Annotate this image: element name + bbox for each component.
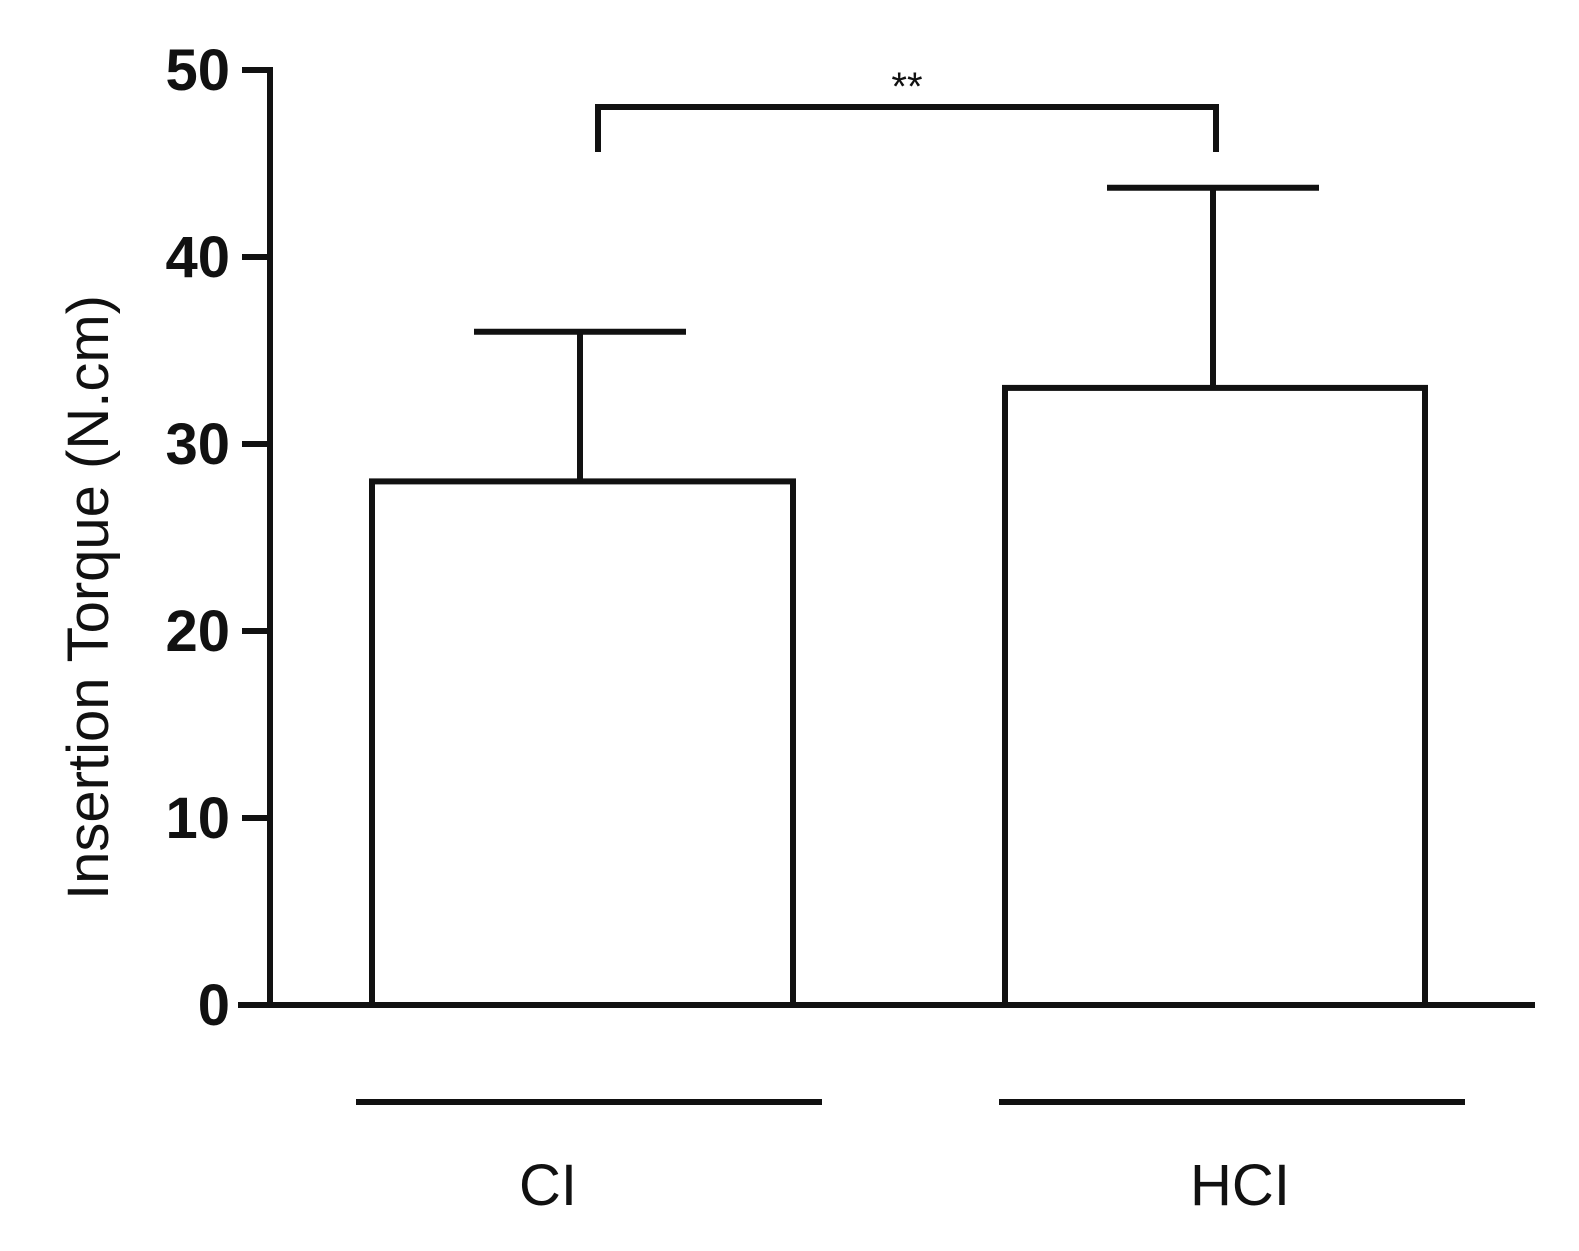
- y-tick-label: 0: [198, 973, 230, 1038]
- significance-label: **: [891, 65, 922, 109]
- y-tick-label: 10: [165, 786, 230, 851]
- y-tick-label: 30: [165, 412, 230, 477]
- y-axis-title: Insertion Torque (N.cm): [56, 295, 121, 900]
- category-label-hci: HCI: [1190, 1153, 1290, 1218]
- y-tick-label: 50: [165, 38, 230, 103]
- bars: [369, 184, 1428, 1008]
- significance-bracket-line: [595, 104, 1219, 152]
- y-axis-ticks: 0 10 20 30 40 50: [165, 38, 270, 1038]
- bar-ci: [369, 478, 796, 1008]
- significance-bracket: **: [595, 65, 1219, 152]
- category-labels: CI HCI: [519, 1153, 1290, 1218]
- y-tick-label: 20: [165, 599, 230, 664]
- y-tick-label: 40: [165, 225, 230, 290]
- bar-hci: [1002, 384, 1428, 1008]
- category-label-ci: CI: [519, 1153, 577, 1218]
